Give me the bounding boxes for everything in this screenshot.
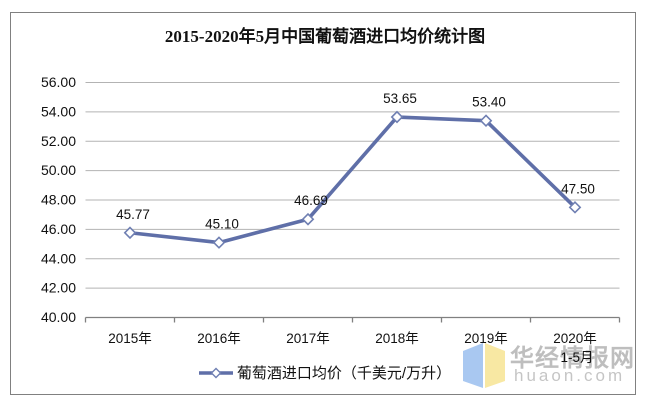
watermark-book-logo-icon bbox=[463, 343, 505, 388]
book-right-page bbox=[485, 343, 505, 388]
legend-series-label: 葡萄酒进口均价（千美元/万升） bbox=[236, 365, 452, 382]
legend-line-marker-icon bbox=[198, 367, 233, 378]
watermark-site-url: huaon.com bbox=[514, 366, 626, 385]
watermark-site-name: 华经情报网 bbox=[510, 345, 635, 372]
chart-legend: 葡萄酒进口均价（千美元/万升） bbox=[0, 362, 650, 383]
book-left-page bbox=[463, 343, 483, 388]
chart-title: 2015-2020年5月中国葡萄酒进口均价统计图 bbox=[164, 27, 486, 46]
